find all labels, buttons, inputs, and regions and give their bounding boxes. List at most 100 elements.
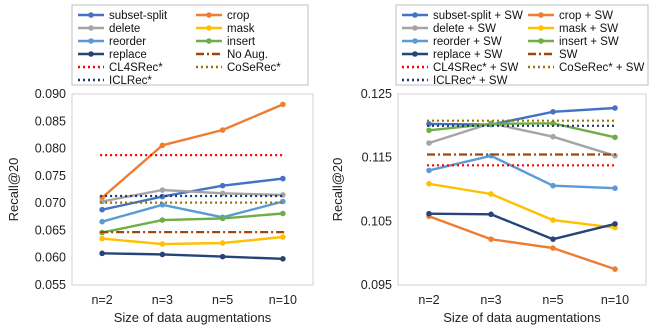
legend-label: CoSeRec* — [227, 62, 281, 74]
legend-item-mask-sw: mask + SW — [528, 23, 618, 35]
data-point — [219, 127, 226, 133]
series-mask — [99, 234, 286, 247]
data-point — [99, 250, 105, 257]
plot-frame — [71, 93, 314, 286]
series-reorder-sw — [426, 152, 618, 192]
data-point — [488, 236, 494, 242]
legend: subset-split crop delete mask reorder insert r… — [71, 4, 309, 87]
legend-label: subset-split + SW — [433, 10, 523, 22]
x-tick-label: n=3 — [480, 293, 501, 307]
legend-item-coserec-sw: CoSeRec* + SW — [528, 62, 644, 74]
legend-item-cl4srec-sw: CL4SRec* + SW — [402, 62, 518, 74]
data-point — [219, 240, 226, 246]
data-point — [612, 105, 618, 111]
legend-item-crop: crop — [196, 10, 249, 22]
series-insert-sw — [426, 120, 618, 141]
legend-item-iclrec-sw: ICLRec* + SW — [402, 75, 508, 87]
legend-label: SW — [559, 49, 578, 61]
legend-label: mask — [227, 23, 255, 35]
data-point — [280, 101, 286, 108]
legend-item-delete: delete — [78, 23, 140, 35]
legend-marker — [206, 12, 212, 18]
data-point — [612, 134, 618, 141]
legend-marker — [412, 12, 418, 18]
x-tick-label: n=3 — [152, 293, 173, 307]
series-line — [428, 182, 616, 229]
series-reorder — [99, 198, 286, 225]
legend-marker — [206, 38, 212, 44]
legend-box — [395, 4, 649, 86]
legend-item-sw: SW — [528, 49, 578, 61]
x-tick-label: n=5 — [212, 293, 233, 307]
legend-item-mask: mask — [196, 23, 255, 35]
data-point — [280, 234, 286, 240]
legend-label: mask + SW — [559, 23, 618, 35]
y-tick-label: 0.095 — [361, 278, 392, 292]
legend-label: No Aug. — [227, 49, 268, 61]
data-point — [219, 190, 226, 197]
y-tick-label: 0.070 — [35, 196, 66, 210]
x-tick-label: n=2 — [418, 293, 439, 307]
legend-marker — [538, 38, 544, 44]
data-point — [159, 241, 166, 247]
legend-item-reorder: reorder — [78, 36, 146, 48]
legend-item-coserec: CoSeRec* — [196, 62, 281, 74]
series-line — [102, 252, 283, 260]
data-point — [550, 182, 556, 189]
y-tick-label: 0.090 — [35, 87, 66, 101]
legend-item-subset-split-sw: subset-split + SW — [402, 10, 523, 22]
data-point — [550, 217, 556, 223]
data-point — [426, 210, 432, 217]
legend-label: delete + SW — [433, 23, 496, 35]
legend-item-cl4srec: CL4SRec* — [78, 62, 163, 74]
data-point — [280, 256, 286, 262]
y-axis-label: Recall@20 — [330, 158, 345, 222]
y-tick-label: 0.080 — [35, 142, 66, 156]
series-line — [101, 200, 284, 223]
data-point — [426, 180, 432, 187]
legend-marker — [538, 12, 544, 18]
legend-item-replace: replace — [78, 49, 147, 61]
y-tick-label: 0.125 — [361, 87, 392, 101]
series-line — [428, 215, 616, 271]
data-point — [612, 152, 618, 159]
legend-label: ICLRec* — [109, 75, 152, 87]
legend-label: delete — [109, 23, 140, 35]
x-axis-label: Size of data augmentations — [443, 310, 601, 325]
legend-label: subset-split — [109, 10, 168, 22]
legend-label: crop — [227, 10, 249, 22]
legend-marker — [538, 25, 544, 31]
data-point — [219, 215, 226, 222]
series-line — [428, 212, 616, 241]
legend-label: CoSeRec* + SW — [559, 62, 644, 74]
legend-box — [71, 4, 309, 86]
legend-label: insert + SW — [559, 36, 619, 48]
data-point — [99, 218, 105, 225]
y-tick-label: 0.105 — [361, 214, 392, 228]
series-replace-sw — [426, 210, 618, 242]
data-point — [550, 120, 556, 127]
legend-label: reorder + SW — [433, 36, 502, 48]
legend-item-insert: insert — [196, 36, 256, 48]
legend-item-insert-sw: insert + SW — [528, 36, 619, 48]
data-point — [612, 266, 618, 272]
legend-item-iclrec: ICLRec* — [78, 75, 152, 87]
legend-item-replace-sw: replace + SW — [402, 49, 502, 61]
data-point — [426, 167, 432, 174]
data-point — [159, 142, 166, 149]
series-line — [101, 212, 283, 234]
legend-marker — [412, 38, 418, 44]
x-tick-label: n=5 — [542, 293, 563, 307]
legend-label: ICLRec* + SW — [433, 75, 508, 87]
legend-item-reorder-sw: reorder + SW — [402, 36, 502, 48]
y-tick-label: 0.075 — [35, 169, 66, 183]
legend-marker — [88, 25, 94, 31]
data-point — [219, 253, 226, 260]
series-replace — [99, 250, 286, 262]
data-point — [550, 236, 556, 242]
legend-label: replace — [109, 49, 147, 61]
data-point — [99, 235, 105, 242]
